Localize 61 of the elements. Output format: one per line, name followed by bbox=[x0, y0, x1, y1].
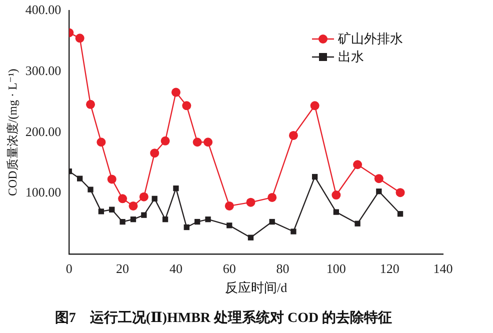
text: 图7 运行工况(Ⅱ)HMBR 处理系统对 COD 的去除特征 bbox=[54, 309, 392, 326]
point bbox=[96, 138, 106, 147]
point bbox=[353, 160, 362, 170]
x-tick-label: 0 bbox=[66, 261, 72, 276]
point bbox=[226, 222, 232, 228]
x-tick-label: 80 bbox=[276, 261, 290, 276]
point bbox=[184, 224, 190, 230]
point bbox=[98, 208, 104, 214]
point bbox=[75, 34, 84, 43]
x-tick-label: 120 bbox=[380, 261, 400, 276]
point bbox=[204, 138, 213, 147]
x-axis-title: 反应时间/d bbox=[225, 280, 288, 295]
point bbox=[194, 218, 200, 225]
x-tick-label: 20 bbox=[116, 261, 130, 276]
legend-label: 出水 bbox=[338, 48, 364, 66]
y-tick-label: 100.00 bbox=[25, 184, 62, 200]
point bbox=[139, 192, 148, 202]
point bbox=[86, 100, 96, 109]
point bbox=[150, 148, 160, 158]
point bbox=[396, 188, 405, 198]
x-tick-label: 140 bbox=[433, 261, 453, 276]
point bbox=[171, 88, 180, 97]
point bbox=[310, 101, 320, 110]
point bbox=[312, 174, 318, 180]
y-tick-label: 200.00 bbox=[25, 124, 62, 139]
x-tick-label: 40 bbox=[169, 261, 182, 276]
y-tick-label: 400.00 bbox=[25, 2, 62, 18]
x-tick-label: 60 bbox=[222, 261, 236, 276]
point bbox=[182, 101, 192, 110]
point bbox=[332, 190, 341, 200]
point bbox=[109, 206, 115, 212]
point bbox=[290, 228, 296, 234]
point bbox=[173, 186, 179, 192]
point bbox=[88, 186, 94, 192]
point bbox=[107, 174, 116, 184]
point bbox=[160, 136, 170, 146]
point bbox=[224, 201, 234, 210]
point bbox=[162, 216, 168, 222]
point bbox=[128, 201, 138, 210]
point bbox=[397, 211, 404, 217]
y-tick-label: 300.00 bbox=[25, 63, 62, 78]
point bbox=[152, 196, 158, 202]
point bbox=[376, 188, 382, 194]
point bbox=[192, 138, 202, 147]
legend-label: 矿山外排水 bbox=[338, 30, 403, 48]
point bbox=[333, 209, 340, 215]
point bbox=[120, 218, 126, 225]
x-tick-label: 100 bbox=[326, 261, 346, 276]
point bbox=[269, 218, 275, 225]
point bbox=[77, 176, 83, 182]
point bbox=[205, 216, 211, 222]
point bbox=[374, 174, 384, 184]
point bbox=[141, 212, 147, 218]
point bbox=[288, 130, 298, 140]
point bbox=[354, 220, 360, 226]
point bbox=[130, 216, 136, 222]
y-axis-title: COD质量浓度/(mg · L⁻¹) bbox=[5, 68, 20, 196]
point bbox=[246, 198, 256, 207]
point bbox=[248, 234, 254, 240]
point bbox=[268, 192, 277, 202]
point bbox=[118, 194, 128, 204]
